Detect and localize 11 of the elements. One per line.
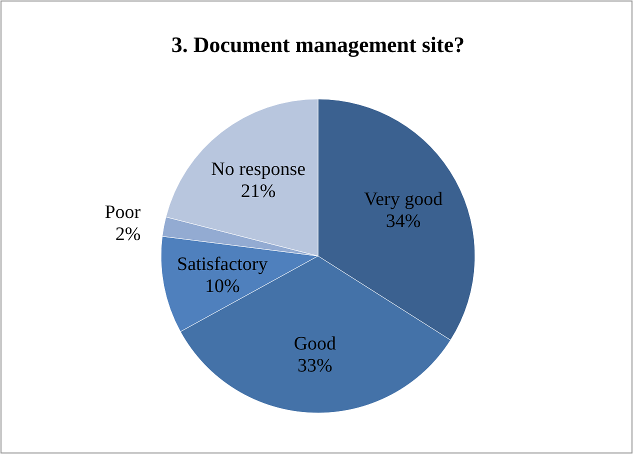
data-label: 21% bbox=[240, 181, 276, 202]
chart-title: 3. Document management site? bbox=[171, 32, 465, 57]
slice-label: No response bbox=[211, 159, 306, 180]
slice-label: Poor bbox=[104, 202, 142, 224]
slice-label: Satisfactory bbox=[177, 254, 268, 276]
slice-label: Very good bbox=[364, 189, 444, 210]
data-label: 34% bbox=[386, 211, 421, 232]
data-label: 33% bbox=[298, 355, 333, 376]
data-label: 2% bbox=[115, 224, 141, 246]
slice-label: Good bbox=[294, 333, 337, 354]
data-label: 10% bbox=[204, 276, 240, 298]
